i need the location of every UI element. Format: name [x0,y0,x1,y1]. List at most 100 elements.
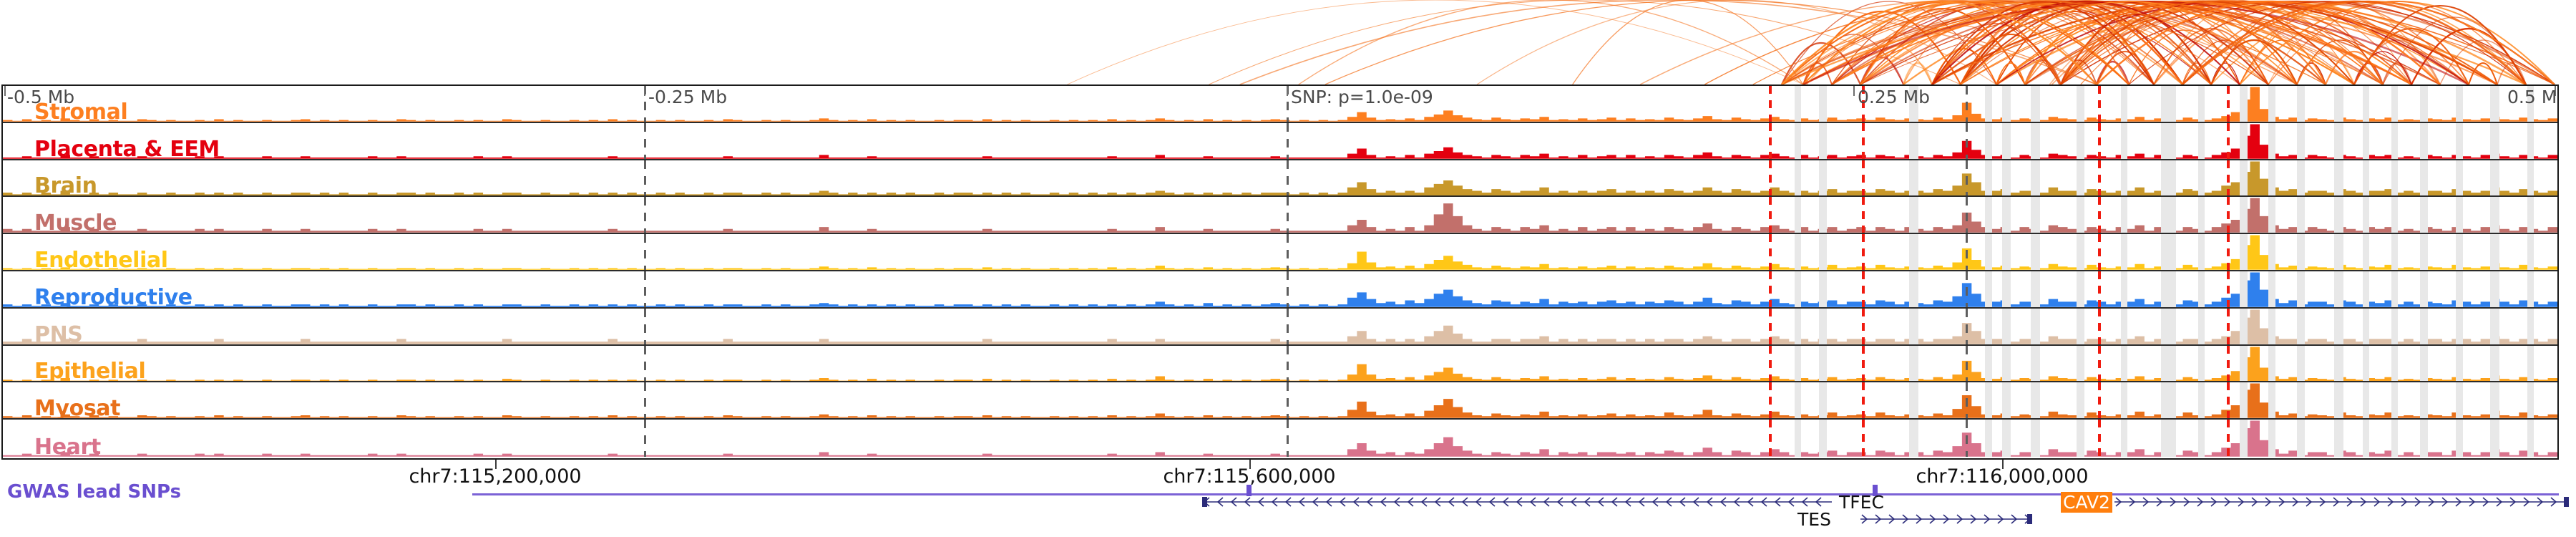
snp-marker-line [2098,382,2101,419]
highlight-band [2363,345,2369,382]
gray-dashed-guide [644,122,646,159]
highlight-band [2268,308,2275,344]
snp-marker-line [1769,382,1772,419]
highlight-band [2121,197,2127,233]
track-row-heart[interactable]: Heart [3,420,2557,457]
highlight-band [2527,122,2534,159]
gray-dashed-guide [1287,234,1289,270]
track-row-stromal[interactable]: Stromal -0.5 Mb -0.25 Mb SNP: p=1.0e-09 0.25… [3,86,2557,123]
gene-model-cav2[interactable] [2114,494,2569,510]
track-label-brain: Brain [34,173,97,198]
track-row-myosat[interactable]: Myosat [3,382,2557,420]
track-label-pns: PNS [34,321,83,346]
highlight-band [1819,122,1827,159]
highlight-band [2363,197,2369,233]
gwas-lead-snps-track[interactable]: GWAS lead SNPs [0,481,2576,505]
gray-dashed-guide [1966,197,1968,233]
snp-marker-line [2227,86,2230,122]
highlight-band [2456,271,2463,307]
highlight-band [2391,86,2398,122]
highlight-band [2002,234,2011,270]
highlight-band [2077,160,2084,196]
highlight-band [2240,197,2248,233]
highlight-band [2527,382,2534,419]
track-row-epithelial[interactable]: Epithelial [3,345,2557,383]
highlight-band [2077,122,2084,159]
track-row-reproductive[interactable]: Reproductive [3,271,2557,309]
highlight-band [2198,308,2205,344]
track-row-pns[interactable]: PNS [3,308,2557,346]
highlight-band [1795,271,1801,307]
snp-marker-line [1862,197,1865,233]
snp-marker-line [1769,271,1772,307]
gene-model-tes[interactable] [1860,511,2032,527]
snp-marker-line [2227,345,2230,382]
highlight-band [2077,197,2084,233]
snp-marker-line [2098,420,2101,457]
highlight-band [2456,160,2463,196]
highlight-band [2268,234,2275,270]
snp-marker-line [1769,160,1772,196]
highlight-band [2420,122,2428,159]
highlight-band [2420,345,2428,382]
highlight-band [2161,382,2176,419]
highlight-band [2363,271,2369,307]
highlight-band [2002,197,2011,233]
signal-track-panel[interactable]: Stromal -0.5 Mb -0.25 Mb SNP: p=1.0e-09 0.25… [1,84,2559,460]
highlight-band [2198,345,2205,382]
gene-label-tfec: TFEC [1839,492,1884,513]
gray-dashed-guide [644,234,646,270]
highlight-band [2031,122,2040,159]
highlight-band [2297,420,2305,457]
highlight-band [2363,234,2369,270]
highlight-band [2456,345,2463,382]
highlight-band [2391,122,2398,159]
highlight-band [2490,382,2499,419]
highlight-band [2334,86,2343,122]
ruler-label: 0.25 Mb [1858,87,1931,107]
snp-marker-line [1769,420,1772,457]
highlight-band [2527,160,2534,196]
highlight-band [2121,271,2127,307]
gray-dashed-guide [1287,160,1289,196]
highlight-band [2456,122,2463,159]
track-label-heart: Heart [34,434,101,457]
highlight-band [2161,234,2176,270]
highlight-band [2077,345,2084,382]
highlight-band [2334,234,2343,270]
highlight-band [2161,308,2176,344]
snp-marker-line [1769,197,1772,233]
gene-model-tfec[interactable] [1202,494,1832,510]
highlight-band [1795,382,1801,419]
highlight-band [1909,86,1918,122]
track-label-epithelial: Epithelial [34,359,146,383]
highlight-band [2420,308,2428,344]
snp-marker-line [2227,308,2230,344]
highlight-band [2334,420,2343,457]
track-row-muscle[interactable]: Muscle [3,197,2557,235]
highlight-band [1909,197,1918,233]
gwas-lead-snp-marker[interactable] [1873,485,1878,496]
highlight-band [1909,345,1918,382]
highlight-band [1909,234,1918,270]
highlight-band [2240,122,2248,159]
snp-marker-line [2098,234,2101,270]
highlight-band [2456,234,2463,270]
highlight-band [1909,271,1918,307]
highlight-band [1795,234,1801,270]
track-row-brain[interactable]: Brain [3,160,2557,198]
gray-dashed-guide [1287,271,1289,307]
highlight-band [2121,382,2127,419]
track-row-endothelial[interactable]: Endothelial [3,234,2557,271]
gwas-track-label: GWAS lead SNPs [7,481,182,503]
highlight-band [2031,382,2040,419]
highlight-band [2490,197,2499,233]
highlight-band [2268,197,2275,233]
highlight-band [2077,420,2084,457]
track-row-placenta-eem[interactable]: Placenta & EEM [3,122,2557,160]
gene-annotation-track[interactable]: TFEC TES CAV2 [0,492,2576,537]
highlight-band [2121,420,2127,457]
snp-marker-line [2098,160,2101,196]
highlight-band [2527,86,2534,122]
gwas-lead-snp-marker[interactable] [1246,485,1252,496]
